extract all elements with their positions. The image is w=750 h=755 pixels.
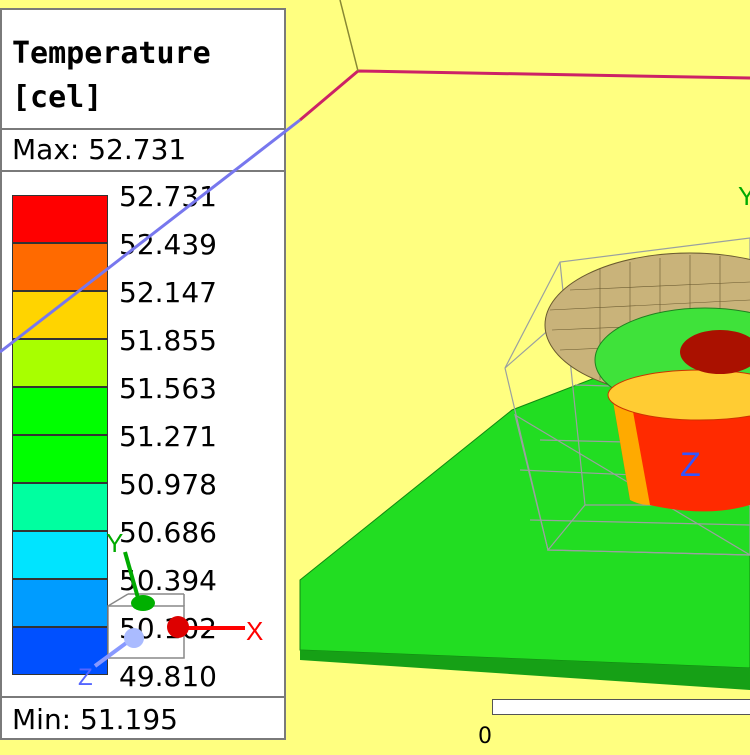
color-scale-tick-label: 51.563 xyxy=(119,372,217,405)
color-scale-tick-label: 50.686 xyxy=(119,516,217,549)
color-scale-band xyxy=(12,579,108,627)
model-scene: Z Y xyxy=(299,0,750,690)
color-scale-tick-label: 49.810 xyxy=(119,660,217,693)
legend-title-unit: [cel] xyxy=(12,80,103,115)
color-scale-band xyxy=(12,531,108,579)
core-highlight xyxy=(612,395,650,505)
triad-z-label: Z xyxy=(78,664,93,691)
3d-viewport[interactable]: Z Y xyxy=(286,0,750,750)
color-scale-tick-label: 51.271 xyxy=(119,420,217,453)
color-scale-tick-label: 50.978 xyxy=(119,468,217,501)
legend-title-quantity: Temperature xyxy=(12,36,211,71)
red-core-cylinder xyxy=(612,395,750,512)
color-scale-band xyxy=(12,387,108,435)
legend-divider xyxy=(2,696,284,698)
legend-min-label: Min: 51.195 xyxy=(12,703,178,736)
vertical-guide-line xyxy=(339,0,359,72)
scale-bar xyxy=(492,699,750,715)
core-top-hole xyxy=(680,330,750,374)
scale-bar-zero-label: 0 xyxy=(478,724,492,749)
color-scale-band xyxy=(12,627,108,675)
triad-y-sphere xyxy=(131,595,155,611)
board-shadow xyxy=(300,600,750,690)
triad-x-sphere xyxy=(167,616,189,638)
color-scale-band xyxy=(12,483,108,531)
color-scale-band xyxy=(12,435,108,483)
scene-y-label: Y xyxy=(738,181,750,211)
triad-y-label: Y xyxy=(106,528,123,558)
scene-z-label: Z xyxy=(680,446,701,484)
legend-title: Temperature [cel] xyxy=(12,32,282,120)
triad-x-label: X xyxy=(246,616,263,646)
triad-z-sphere xyxy=(124,628,144,648)
